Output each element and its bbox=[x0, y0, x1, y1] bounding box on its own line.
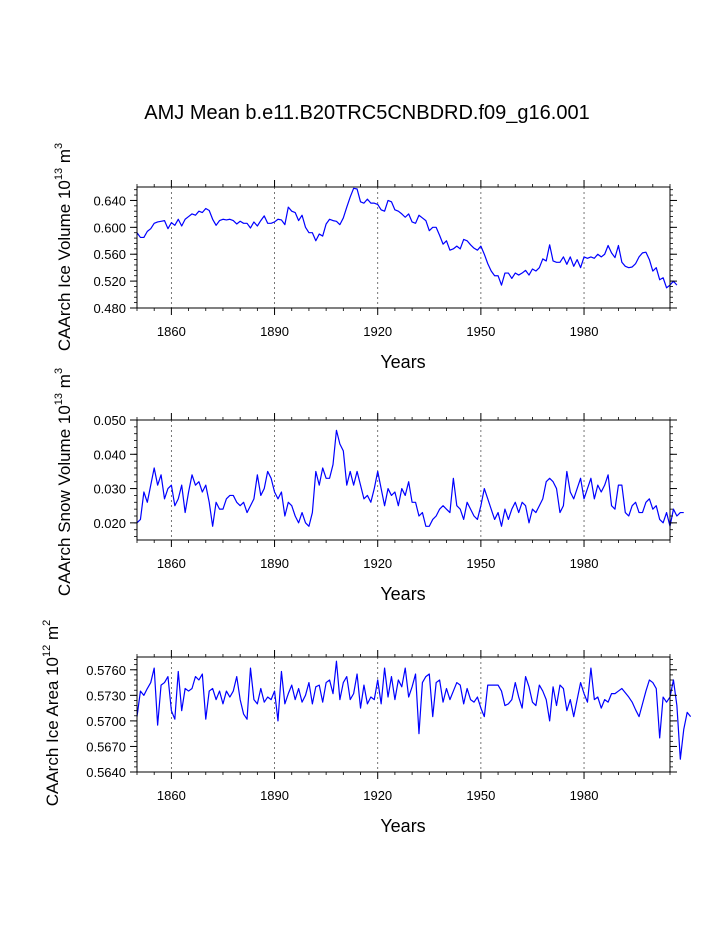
panel-1-frame bbox=[136, 186, 671, 309]
panel-1-ylabel-exp: 13 bbox=[53, 168, 65, 180]
panel-2-ytick-label: 0.020 bbox=[93, 516, 126, 531]
panel-ice-volume: Years CAArch Ice Volume 1013 m3 1860 1890… bbox=[53, 143, 678, 372]
panel-2-ylabel-exp2: 3 bbox=[53, 368, 65, 374]
panel-1-xtick-label: 1920 bbox=[363, 324, 392, 339]
panel-1-xlabel: Years bbox=[380, 352, 425, 372]
panel-2-xtick-label: 1860 bbox=[157, 556, 186, 571]
panel-2-xtick-label: 1950 bbox=[466, 556, 495, 571]
panel-3-series-line bbox=[136, 660, 692, 760]
panel-3-xtick-label: 1890 bbox=[260, 788, 289, 803]
panel-ice-area: Years CAArch Ice Area 1012 m2 1860 1890 19… bbox=[41, 620, 692, 836]
panel-3-xtick-label: 1920 bbox=[363, 788, 392, 803]
panel-2-ytick-label: 0.030 bbox=[93, 482, 126, 497]
panel-3-xtick-label: 1860 bbox=[157, 788, 186, 803]
panel-2-frame bbox=[136, 419, 671, 541]
panel-1-xtick-label: 1980 bbox=[570, 324, 599, 339]
panel-3-ylabel-prefix: CAArch Ice Area 10 bbox=[43, 657, 62, 806]
panel-3-ylabel-unit: m bbox=[43, 626, 62, 645]
panel-1-ytick-label: 0.520 bbox=[93, 274, 126, 289]
panel-2-xtick-label: 1890 bbox=[260, 556, 289, 571]
panel-3-xtick-label: 1980 bbox=[570, 788, 599, 803]
panel-2-ytick-label: 0.040 bbox=[93, 447, 126, 462]
panel-2-xtick-label: 1920 bbox=[363, 556, 392, 571]
panel-3-frame bbox=[136, 656, 671, 773]
panel-1-ylabel-unit: m bbox=[55, 149, 74, 168]
figure-title: AMJ Mean b.e11.B20TRC5CNBDRD.f09_g16.001 bbox=[144, 102, 589, 124]
panel-2-xlabel: Years bbox=[380, 584, 425, 604]
panel-1-ytick-label: 0.600 bbox=[93, 220, 126, 235]
panel-2-ylabel-unit: m bbox=[55, 374, 74, 393]
panel-1-series-line bbox=[136, 187, 678, 289]
panel-1-xtick-label: 1860 bbox=[157, 324, 186, 339]
panel-snow-volume: Years CAArch Snow Volume 1013 m3 1860 189… bbox=[53, 368, 684, 604]
panel-1-ylabel: CAArch Ice Volume 1013 m3 bbox=[53, 143, 74, 351]
panel-2-ytick-label: 0.050 bbox=[93, 413, 126, 428]
panel-3-ytick-label: 0.5670 bbox=[86, 739, 126, 754]
panel-3-ytick-label: 0.5700 bbox=[86, 714, 126, 729]
panel-2-ylabel: CAArch Snow Volume 1013 m3 bbox=[53, 368, 74, 596]
panel-3-xtick-label: 1950 bbox=[466, 788, 495, 803]
panel-1-ylabel-exp2: 3 bbox=[53, 143, 65, 149]
panel-3-xlabel: Years bbox=[380, 816, 425, 836]
panel-1-xtick-label: 1950 bbox=[466, 324, 495, 339]
panel-1-ytick-label: 0.640 bbox=[93, 193, 126, 208]
panel-3-ylabel: CAArch Ice Area 1012 m2 bbox=[41, 620, 62, 807]
panel-1-ytick-label: 0.480 bbox=[93, 301, 126, 316]
panel-1-xtick-label: 1890 bbox=[260, 324, 289, 339]
panel-2-ylabel-exp: 13 bbox=[53, 393, 65, 405]
panel-3-ytick-label: 0.5760 bbox=[86, 663, 126, 678]
panel-3-ylabel-exp: 12 bbox=[41, 645, 53, 657]
panel-1-ytick-label: 0.560 bbox=[93, 247, 126, 262]
panel-3-ytick-label: 0.5640 bbox=[86, 765, 126, 780]
panel-3-ytick-label: 0.5730 bbox=[86, 688, 126, 703]
panel-2-ylabel-prefix: CAArch Snow Volume 10 bbox=[55, 405, 74, 596]
panel-2-series-line bbox=[136, 429, 684, 527]
panel-1-ylabel-prefix: CAArch Ice Volume 10 bbox=[55, 180, 74, 351]
panel-2-xtick-label: 1980 bbox=[570, 556, 599, 571]
panel-3-ylabel-exp2: 2 bbox=[41, 620, 53, 626]
